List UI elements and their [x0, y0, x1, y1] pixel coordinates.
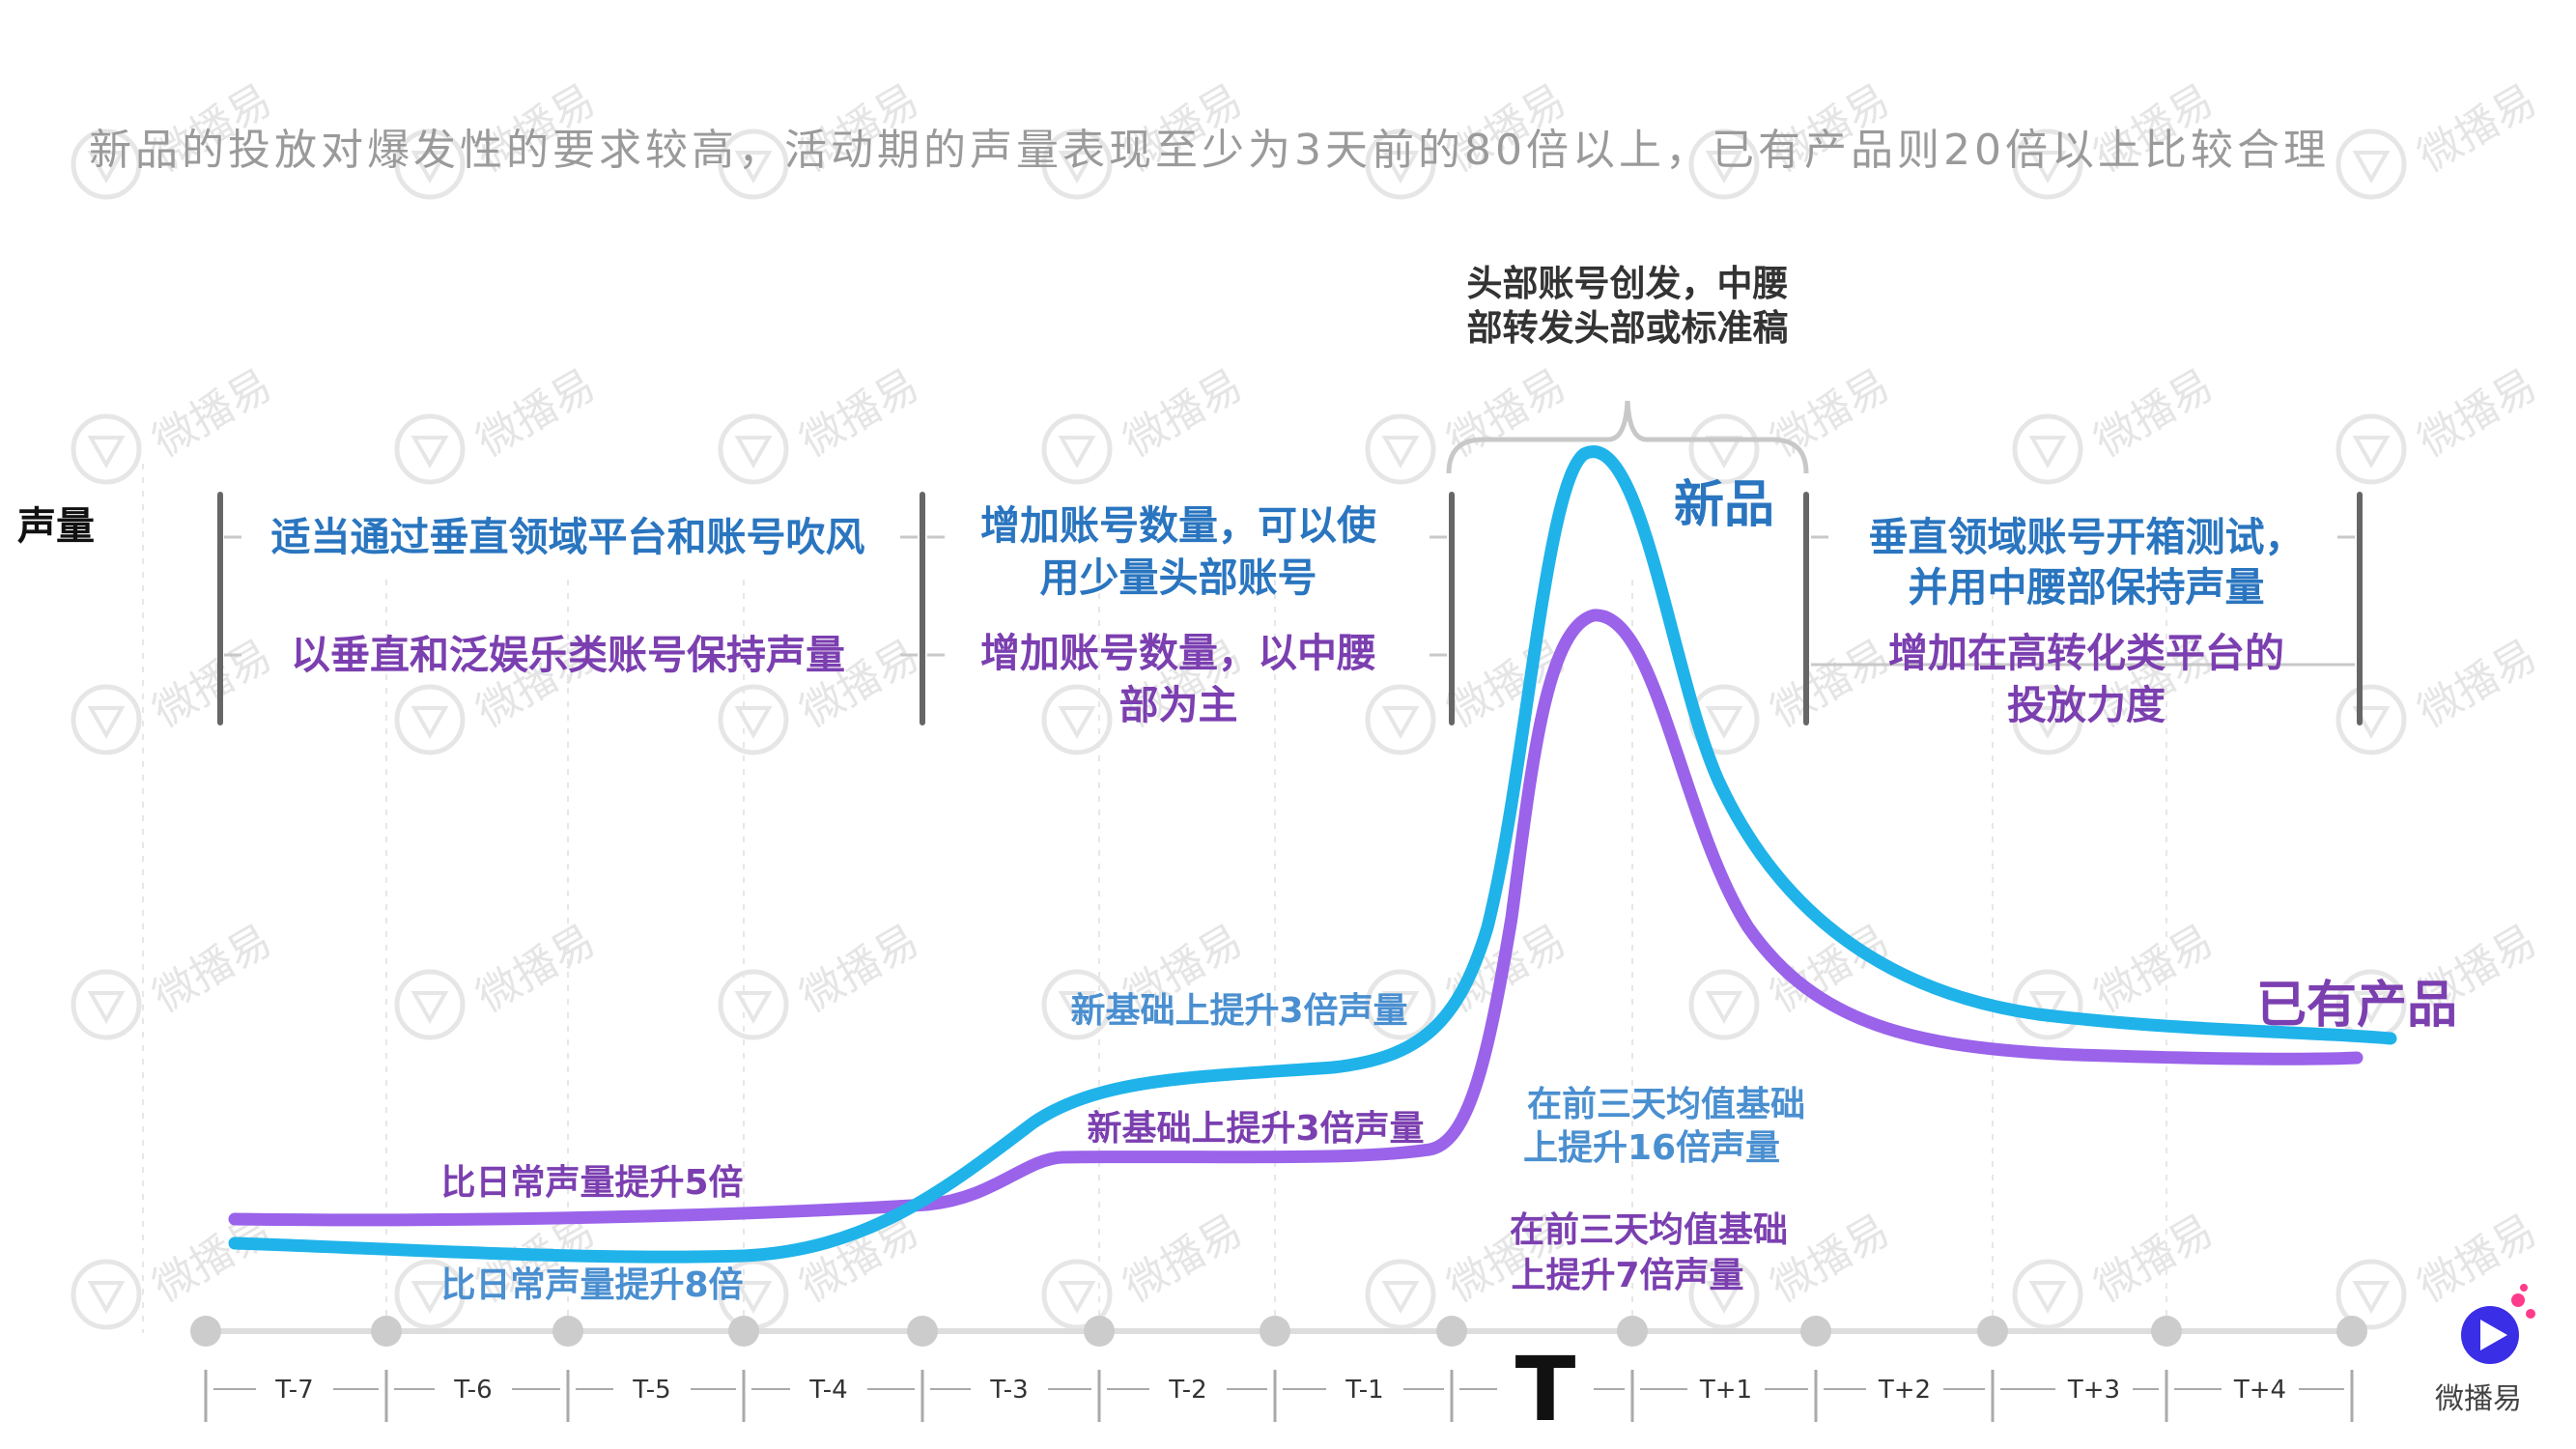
- timeline-label: T-7: [274, 1376, 313, 1405]
- watermark-text: 微播易: [1439, 360, 1574, 467]
- timeline-label: T+3: [2067, 1376, 2120, 1405]
- phase-2-purple-line-1: 增加账号数量，以中腰: [980, 630, 1376, 676]
- phase-3-purple-line-1: 增加在高转化类平台的: [1888, 630, 2284, 676]
- watermark-text: 微播易: [792, 360, 927, 467]
- watermark-text: 微播易: [1116, 1206, 1251, 1312]
- phase-3-blue-line-2: 并用中腰部保持声量: [1909, 564, 2265, 611]
- new-product-label: 新品: [1674, 476, 1774, 534]
- watermark: 微播易: [1688, 631, 1898, 755]
- watermark: 微播易: [2335, 360, 2545, 485]
- timeline-label: T+4: [2233, 1376, 2286, 1405]
- watermark: 微播易: [2012, 360, 2222, 485]
- watermark-text: 微播易: [1116, 360, 1251, 467]
- watermark-text: 微播易: [468, 916, 604, 1022]
- phase-3-purple-line-2: 投放力度: [2007, 682, 2166, 728]
- watermark: 微播易: [1041, 360, 1251, 485]
- watermark-text: 微播易: [2086, 916, 2222, 1022]
- old-base-annotation: 比日常声量提升5倍: [440, 1163, 743, 1203]
- watermark: 微播易: [2012, 1206, 2222, 1330]
- logo: 微播易: [2435, 1284, 2535, 1416]
- timeline-dot: [552, 1316, 583, 1347]
- phase-arrows: [224, 535, 2355, 667]
- timeline-label: T-1: [1345, 1376, 1383, 1405]
- timeline-ticks: [204, 1370, 2354, 1422]
- watermark-text: 微播易: [1763, 360, 1898, 467]
- watermark-text: 微播易: [468, 360, 604, 467]
- timeline-label: T+2: [1878, 1376, 1931, 1405]
- watermark-text: 微播易: [2410, 360, 2545, 467]
- watermark-text: 微播易: [145, 916, 280, 1022]
- watermark: 微播易: [2335, 1206, 2545, 1330]
- watermark: 微播易: [718, 1206, 927, 1330]
- phase-2-blue-line-1: 增加账号数量，可以使: [980, 502, 1377, 549]
- phase-1-blue: 适当通过垂直领域平台和账号吹风: [271, 514, 865, 560]
- old-peak-annotation-line-2: 上提升7倍声量: [1511, 1256, 1743, 1295]
- watermark-text: 微播易: [2410, 75, 2545, 182]
- timeline-dot: [907, 1316, 938, 1347]
- watermark-text: 微播易: [1763, 631, 1898, 737]
- watermark: 微播易: [718, 360, 927, 485]
- timeline-dot: [1436, 1316, 1467, 1347]
- watermark-text: 微播易: [792, 1206, 927, 1312]
- watermark: 微播易: [718, 916, 927, 1040]
- peak-note-line-2: 部转发头部或标准稿: [1467, 307, 1789, 349]
- watermark: 微播易: [1041, 1206, 1251, 1330]
- watermark: 微播易: [71, 631, 280, 755]
- peak-note-line-1: 头部账号创发，中腰: [1467, 263, 1789, 304]
- old-peak-annotation-line-1: 在前三天均值基础: [1510, 1210, 1788, 1250]
- watermark-text: 微播易: [792, 916, 927, 1022]
- watermark-text: 微播易: [2410, 631, 2545, 737]
- phase-2-blue-line-2: 用少量头部账号: [1040, 554, 1317, 601]
- peak-brace: [1446, 400, 1809, 474]
- timeline-label: T-2: [1168, 1376, 1206, 1405]
- existing-product-label: 已有产品: [2256, 977, 2457, 1035]
- watermark: 微播易: [1365, 360, 1574, 485]
- timeline-label: T-5: [632, 1376, 670, 1405]
- phase-2-purple-line-2: 部为主: [1119, 682, 1238, 728]
- logo-text: 微播易: [2435, 1382, 2522, 1416]
- timeline-labels: T-7 T-6 T-5 T-4 T-3 T-2 T-1 T T+1 T+2 T+3 T+4: [274, 1338, 2286, 1441]
- timeline-label: T+1: [1699, 1376, 1752, 1405]
- timeline-dot: [2151, 1316, 2182, 1347]
- timeline-dot: [2336, 1316, 2367, 1347]
- timeline-label-event-day: T: [1515, 1338, 1576, 1441]
- timeline-dots: [190, 1316, 2367, 1347]
- y-axis-label: 声量: [17, 504, 95, 549]
- watermark: 微播易: [394, 360, 604, 485]
- timeline-dot: [1617, 1316, 1648, 1347]
- phase-1-purple: 以垂直和泛娱乐类账号保持声量: [291, 632, 845, 678]
- new-peak-annotation-line-2: 上提升16倍声量: [1523, 1128, 1780, 1168]
- watermark-text: 微播易: [145, 631, 280, 737]
- phase-separators: [217, 492, 2363, 725]
- phase-3-blue-line-1: 垂直领域账号开箱测试，: [1869, 514, 2305, 560]
- new-pre-annotation: 新基础上提升3倍声量: [1070, 991, 1407, 1031]
- watermark-text: 微播易: [2410, 1206, 2545, 1312]
- watermark: 微播易: [394, 916, 604, 1040]
- new-base-annotation: 比日常声量提升8倍: [440, 1265, 743, 1305]
- watermark: 微播易: [2335, 75, 2545, 200]
- headline: 新品的投放对爆发性的要求较高，活动期的声量表现至少为3天前的80倍以上，已有产品…: [89, 126, 2330, 175]
- timeline-label: T-3: [989, 1376, 1028, 1405]
- timeline-dot: [371, 1316, 402, 1347]
- watermark-text: 微播易: [2086, 360, 2222, 467]
- timeline-dot: [190, 1316, 221, 1347]
- new-peak-annotation-line-1: 在前三天均值基础: [1527, 1085, 1805, 1124]
- watermark: 微播易: [1688, 360, 1898, 485]
- timeline-dot: [1977, 1316, 2008, 1347]
- watermark-text: 微播易: [145, 360, 280, 467]
- watermark: 微播易: [71, 360, 280, 485]
- watermark-text: 微播易: [2086, 1206, 2222, 1312]
- timeline-dot: [1260, 1316, 1290, 1347]
- timeline-dot: [728, 1316, 759, 1347]
- new-product-curve: [228, 445, 2397, 1264]
- timeline-dot: [1800, 1316, 1831, 1347]
- timeline-label: T-4: [808, 1376, 847, 1405]
- timeline-dot: [1084, 1316, 1115, 1347]
- watermark: 微播易: [71, 916, 280, 1040]
- timeline-label: T-6: [453, 1376, 492, 1405]
- watermark: 微播易: [2335, 631, 2545, 755]
- old-pre-annotation: 新基础上提升3倍声量: [1087, 1109, 1424, 1149]
